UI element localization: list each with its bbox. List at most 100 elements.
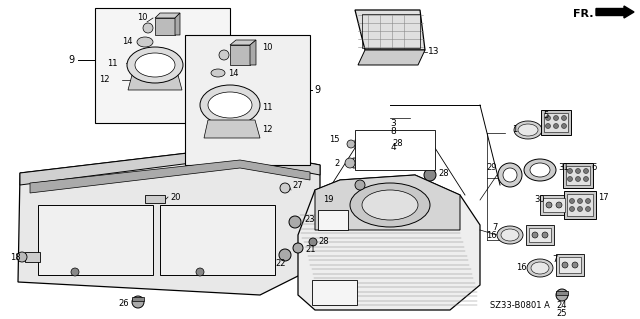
Circle shape (586, 198, 591, 204)
Polygon shape (355, 140, 368, 148)
Text: 23: 23 (304, 216, 315, 225)
Bar (556, 291, 568, 295)
Text: 20: 20 (170, 192, 180, 202)
Ellipse shape (127, 47, 183, 83)
Text: 16: 16 (486, 231, 497, 240)
Circle shape (293, 243, 303, 253)
Text: 12: 12 (99, 76, 110, 85)
Circle shape (71, 268, 79, 276)
Bar (38, 205, 153, 275)
Text: 6: 6 (591, 164, 596, 173)
Text: 21: 21 (305, 246, 316, 255)
Circle shape (568, 168, 573, 174)
Polygon shape (353, 158, 370, 168)
Text: 5: 5 (543, 110, 548, 120)
Circle shape (561, 123, 566, 129)
Circle shape (345, 158, 355, 168)
Ellipse shape (518, 124, 538, 136)
Ellipse shape (350, 183, 430, 227)
Polygon shape (30, 160, 310, 193)
Text: 10: 10 (262, 43, 273, 53)
Bar (556, 254, 584, 276)
Text: 11: 11 (262, 103, 273, 113)
Bar (543, 198, 565, 212)
Bar (564, 191, 596, 219)
Ellipse shape (208, 92, 252, 118)
Circle shape (532, 232, 538, 238)
Polygon shape (230, 45, 250, 65)
Text: 27: 27 (292, 182, 303, 190)
Text: FR.: FR. (573, 9, 593, 19)
Text: 14: 14 (122, 38, 133, 47)
Text: 28: 28 (392, 138, 403, 147)
Polygon shape (18, 148, 320, 295)
Text: 10: 10 (137, 13, 147, 23)
Ellipse shape (530, 163, 550, 177)
Circle shape (542, 232, 548, 238)
Ellipse shape (531, 262, 549, 274)
Bar (312, 280, 357, 305)
Circle shape (424, 169, 436, 181)
Bar (540, 195, 568, 215)
Ellipse shape (501, 229, 519, 241)
Bar (185, 35, 310, 165)
Text: 25: 25 (557, 308, 567, 317)
Text: 1: 1 (512, 125, 517, 135)
Text: 3: 3 (390, 118, 396, 128)
Ellipse shape (514, 121, 542, 139)
Bar (541, 109, 571, 135)
Circle shape (545, 123, 550, 129)
Text: 31: 31 (558, 164, 568, 173)
Text: 26: 26 (118, 299, 129, 308)
Circle shape (196, 268, 204, 276)
Text: 12: 12 (262, 125, 273, 135)
Text: 22: 22 (275, 258, 285, 268)
Ellipse shape (527, 259, 553, 277)
Bar (567, 194, 593, 216)
Circle shape (572, 262, 578, 268)
Circle shape (577, 198, 582, 204)
Text: 4: 4 (390, 144, 396, 152)
Circle shape (380, 138, 390, 148)
Polygon shape (315, 175, 460, 230)
Bar (362, 14, 420, 48)
Bar (355, 130, 435, 170)
Circle shape (219, 50, 229, 60)
Circle shape (584, 168, 589, 174)
Circle shape (347, 140, 355, 148)
Text: 9: 9 (68, 55, 74, 65)
Text: 30: 30 (534, 196, 545, 204)
Bar (563, 162, 593, 188)
Text: 28: 28 (318, 238, 328, 247)
Text: 29: 29 (486, 164, 497, 173)
Text: 17: 17 (598, 194, 609, 203)
Circle shape (568, 176, 573, 182)
Ellipse shape (200, 85, 260, 125)
Circle shape (556, 202, 562, 208)
Circle shape (503, 168, 517, 182)
Polygon shape (355, 10, 425, 50)
Text: 15: 15 (330, 136, 340, 145)
Circle shape (289, 216, 301, 228)
Circle shape (584, 176, 589, 182)
Polygon shape (155, 13, 180, 18)
Bar (95, 8, 230, 123)
Bar (559, 257, 581, 273)
Polygon shape (20, 148, 320, 185)
Polygon shape (230, 40, 256, 45)
Text: 19: 19 (323, 196, 333, 204)
Circle shape (561, 115, 566, 121)
Circle shape (575, 176, 580, 182)
Polygon shape (204, 120, 260, 138)
Circle shape (309, 238, 317, 246)
Circle shape (545, 115, 550, 121)
Circle shape (570, 206, 575, 211)
Text: 18: 18 (10, 254, 20, 263)
Bar (318, 210, 348, 230)
Polygon shape (25, 252, 40, 262)
Ellipse shape (135, 53, 175, 77)
Ellipse shape (497, 226, 523, 244)
Bar (160, 205, 275, 275)
Text: 24: 24 (557, 300, 567, 309)
Ellipse shape (524, 159, 556, 181)
